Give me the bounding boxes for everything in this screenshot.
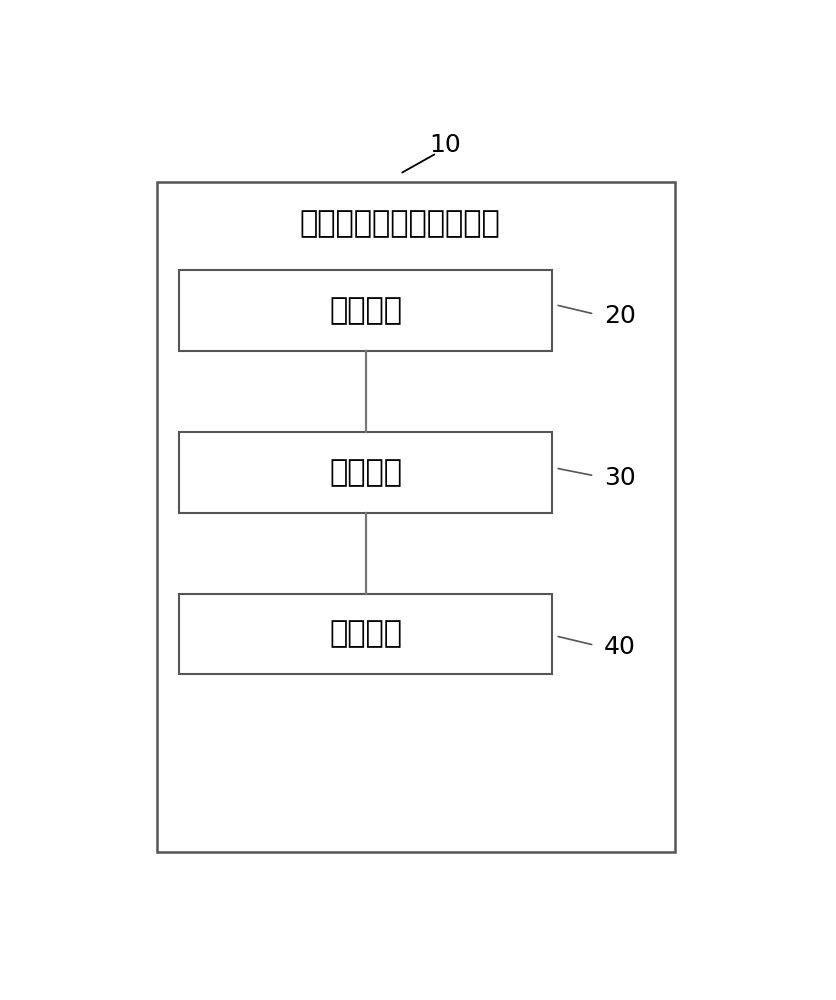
Bar xyxy=(156,182,675,852)
Text: 40: 40 xyxy=(604,635,635,659)
Text: 20: 20 xyxy=(604,304,635,328)
Text: 电动汽车的故障诊断装置: 电动汽车的故障诊断装置 xyxy=(299,209,500,238)
Text: 获取模块: 获取模块 xyxy=(329,296,402,325)
Text: 10: 10 xyxy=(429,133,461,157)
Text: 处理模块: 处理模块 xyxy=(329,458,402,487)
Text: 诊断模块: 诊断模块 xyxy=(329,619,402,648)
Text: 30: 30 xyxy=(604,466,635,490)
Bar xyxy=(179,432,552,513)
Bar xyxy=(179,594,552,674)
Bar xyxy=(179,270,552,351)
